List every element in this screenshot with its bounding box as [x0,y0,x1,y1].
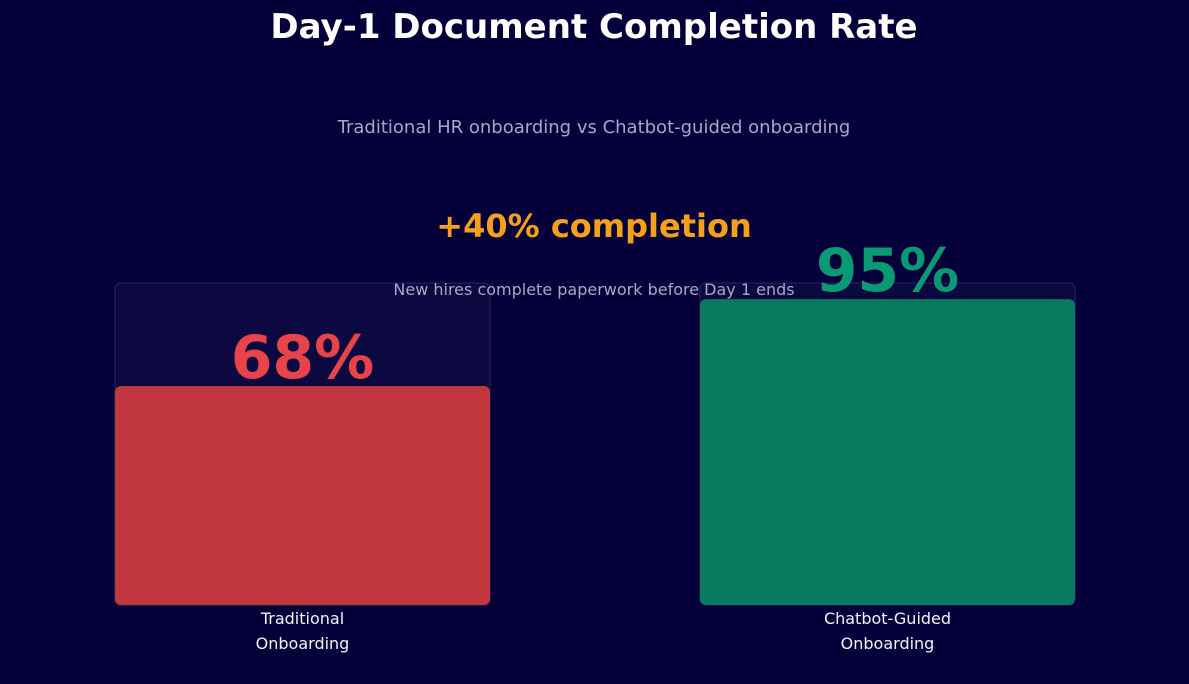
chart-subtitle: Traditional HR onboarding vs Chatbot-gui… [337,117,851,138]
value-label: 95% [816,236,960,306]
bar [700,299,1075,605]
value-label: 68% [231,323,375,393]
x-tick-label: Chatbot-Guided Onboarding [823,609,952,653]
annotation-subtext: New hires complete paperwork before Day … [393,280,794,299]
annotation: +40% completion [436,207,751,245]
bar [115,386,490,605]
chart-title: Day-1 Document Completion Rate [270,7,917,47]
x-tick-label: Traditional Onboarding [255,609,350,653]
